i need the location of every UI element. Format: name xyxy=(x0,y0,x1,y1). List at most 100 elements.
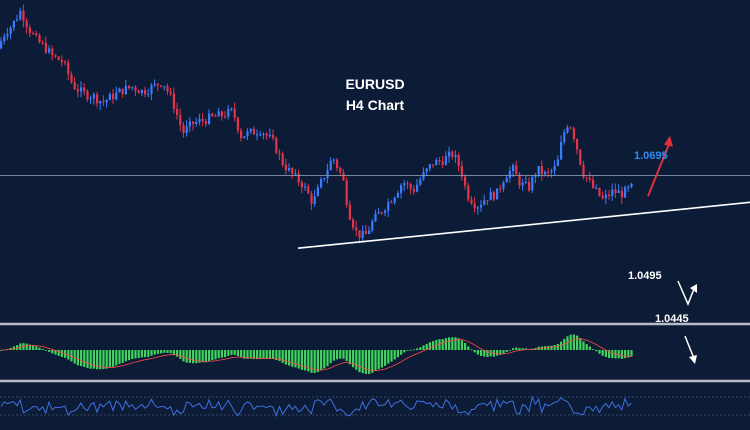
candle-body xyxy=(220,111,223,117)
candle-body xyxy=(89,98,92,100)
candle-body xyxy=(86,91,89,100)
candle-body xyxy=(595,187,598,189)
macd-bar xyxy=(348,350,351,365)
macd-bar xyxy=(444,338,447,350)
macd-bar xyxy=(396,350,399,358)
candle-body xyxy=(281,153,284,165)
candle-body xyxy=(198,119,201,122)
macd-bar xyxy=(406,350,409,351)
candle-body xyxy=(627,186,630,188)
macd-bar xyxy=(358,350,361,373)
macd-bar xyxy=(304,350,307,371)
candle-body xyxy=(275,137,278,154)
candle-body xyxy=(169,91,172,94)
macd-bar xyxy=(96,350,99,370)
candle-body xyxy=(521,182,524,186)
candle-body xyxy=(51,48,54,56)
candle-body xyxy=(489,192,492,201)
macd-bar xyxy=(128,350,131,361)
macd-bar xyxy=(185,350,188,363)
macd-bar xyxy=(368,350,371,374)
candle-body xyxy=(486,200,489,202)
macd-bar xyxy=(28,344,31,350)
macd-bar xyxy=(108,350,111,368)
candle-body xyxy=(358,230,361,238)
candle-body xyxy=(188,121,191,127)
macd-bar xyxy=(473,350,476,353)
macd-bar xyxy=(451,337,454,350)
candle-body xyxy=(192,121,195,125)
candle-body xyxy=(547,171,550,173)
candle-body xyxy=(16,19,19,21)
candle-body xyxy=(217,111,220,117)
candle-body xyxy=(332,159,335,161)
macd-bar xyxy=(576,335,579,350)
candle-body xyxy=(579,149,582,165)
candle-body xyxy=(19,10,22,20)
candle-body xyxy=(624,187,627,198)
macd-bar xyxy=(300,350,303,370)
macd-bar xyxy=(172,350,175,355)
projection-arrows xyxy=(647,135,697,364)
macd-bar xyxy=(140,350,143,358)
macd-bar xyxy=(156,350,159,354)
macd-bar xyxy=(627,350,630,358)
candle-body xyxy=(576,138,579,150)
candle-body xyxy=(108,93,111,101)
macd-bar xyxy=(192,350,195,364)
candle-body xyxy=(534,174,537,177)
macd-bar xyxy=(448,337,451,350)
chart-subtitle: H4 Chart xyxy=(345,97,405,113)
macd-bar xyxy=(512,348,515,350)
candle-body xyxy=(473,203,476,209)
macd-bar xyxy=(278,350,281,362)
candle-body xyxy=(252,128,255,135)
candle-body xyxy=(476,207,479,209)
macd-bar xyxy=(323,350,326,369)
candle-body xyxy=(195,121,198,125)
macd-bar xyxy=(182,350,185,362)
macd-bar xyxy=(400,350,403,355)
macd-bar xyxy=(227,350,230,356)
macd-bar xyxy=(41,348,44,350)
candle-body xyxy=(256,134,259,136)
macd-bar xyxy=(393,350,396,360)
macd-bar xyxy=(480,350,483,356)
macd-bar xyxy=(336,350,339,360)
macd-bar xyxy=(310,350,313,373)
macd-bar xyxy=(236,350,239,357)
candle-body xyxy=(240,130,243,139)
macd-bar xyxy=(131,350,134,360)
candle-body xyxy=(371,221,374,231)
macd-bar xyxy=(57,350,60,356)
macd-bar xyxy=(224,350,227,358)
candle-body xyxy=(278,153,281,155)
candle-body xyxy=(508,171,511,179)
macd-bar xyxy=(233,350,236,355)
macd-bar xyxy=(147,350,150,357)
macd-bar xyxy=(496,350,499,356)
candle-body xyxy=(134,87,137,91)
macd-bar xyxy=(508,350,511,351)
candle-body xyxy=(41,42,44,44)
candle-body xyxy=(160,85,163,87)
macd-bar xyxy=(416,348,419,350)
candle-body xyxy=(182,125,185,133)
macd-bar xyxy=(134,350,137,359)
macd-bar xyxy=(118,350,121,364)
macd-bar xyxy=(243,350,246,359)
candle-body xyxy=(70,74,73,83)
candle-body xyxy=(451,151,454,158)
candle-body xyxy=(236,117,239,131)
macd-bar xyxy=(275,350,278,361)
candle-body xyxy=(313,196,316,204)
candle-body xyxy=(432,164,435,166)
candle-body xyxy=(560,142,563,160)
candle-body xyxy=(179,114,182,126)
up-arrow-shaft xyxy=(647,141,671,197)
candle-body xyxy=(499,188,502,190)
candle-body xyxy=(131,87,134,89)
candle-body xyxy=(25,20,28,28)
macd-bar xyxy=(115,350,118,366)
candle-body xyxy=(515,165,518,175)
